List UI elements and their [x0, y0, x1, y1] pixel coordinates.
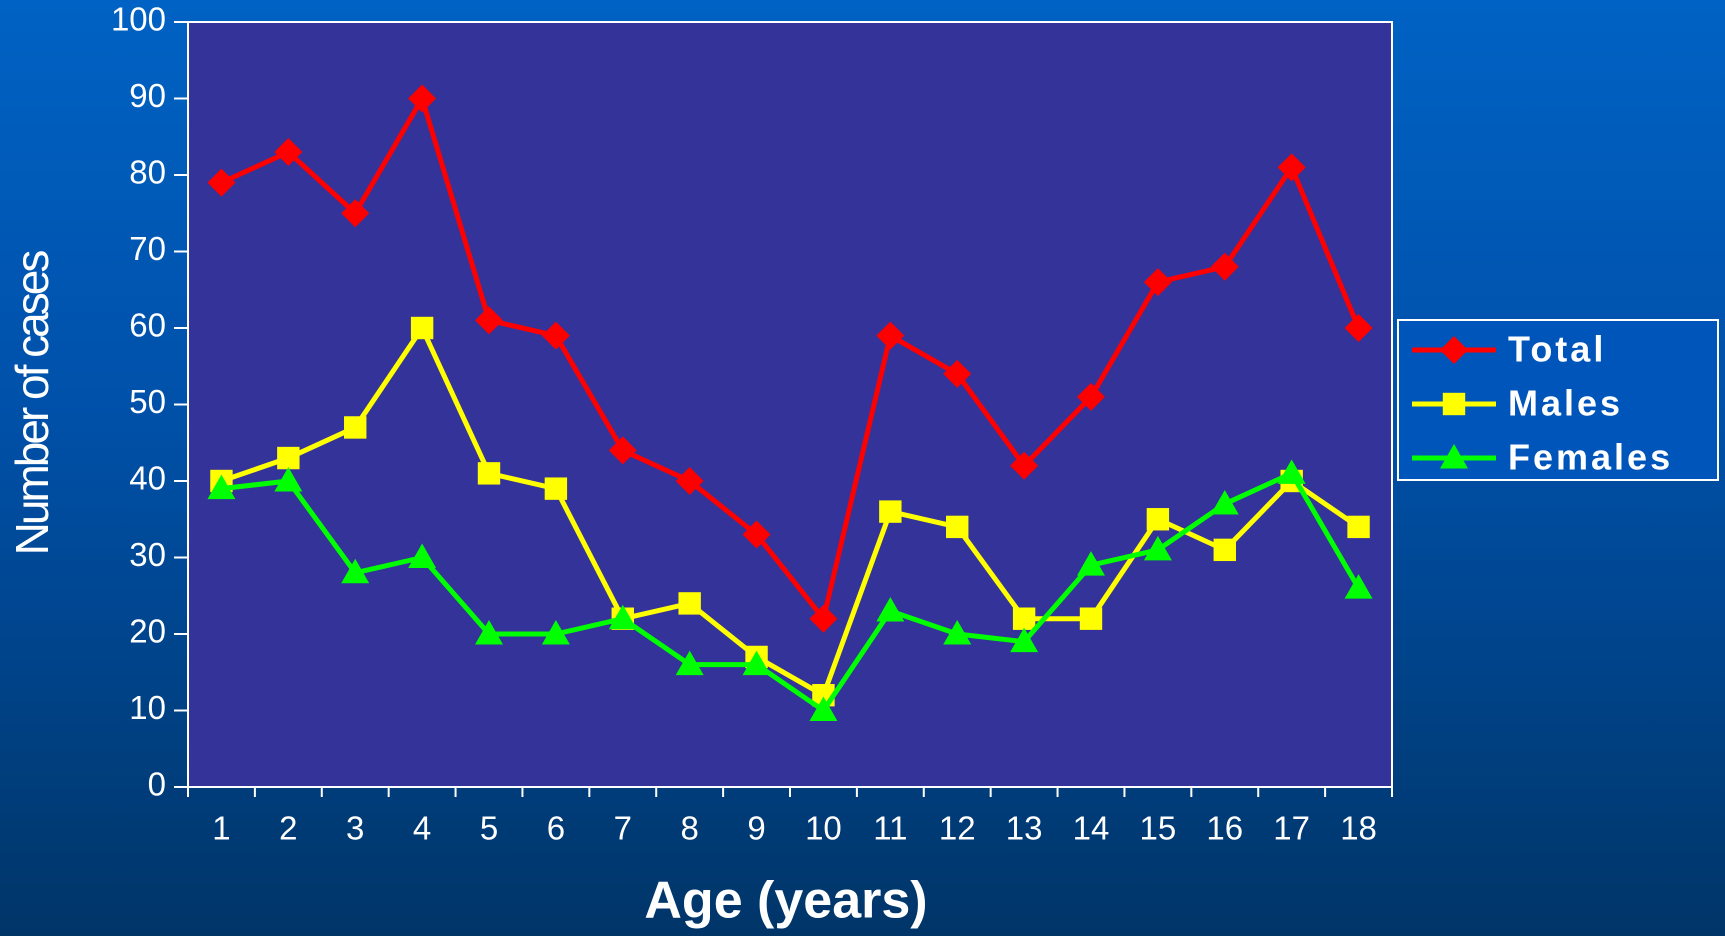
marker [544, 477, 568, 500]
x-tick-label: 2 [279, 810, 297, 847]
marker [1143, 268, 1172, 297]
marker [1077, 551, 1105, 576]
y-tick-label: 60 [129, 307, 166, 344]
marker [1210, 252, 1239, 281]
marker [207, 474, 236, 500]
y-tick-label: 90 [129, 77, 166, 114]
marker [475, 306, 503, 335]
y-tick-label: 10 [129, 689, 166, 726]
marker [675, 467, 704, 495]
marker [1210, 489, 1239, 515]
marker [408, 543, 437, 568]
x-tick-label: 15 [1140, 810, 1177, 847]
marker [1442, 392, 1466, 416]
series-line [221, 470, 1361, 713]
x-tick-label: 17 [1273, 810, 1310, 847]
marker [1077, 382, 1105, 411]
marker [742, 650, 771, 676]
marker [1347, 515, 1370, 539]
marker [876, 321, 905, 350]
marker [277, 446, 300, 470]
y-tick-label: 20 [129, 613, 166, 650]
marker [541, 321, 570, 350]
y-tick-label: 0 [148, 766, 166, 803]
legend-label: Females [1508, 437, 1673, 478]
marker [1277, 459, 1306, 484]
x-tick-label: 6 [547, 810, 565, 847]
marker [608, 436, 637, 465]
plot-area [187, 21, 1393, 788]
marker [1277, 153, 1306, 182]
marker [879, 500, 902, 523]
x-axis-label: Age (years) [644, 872, 927, 930]
x-tick-label: 5 [480, 810, 498, 847]
x-tick-label: 10 [805, 810, 842, 847]
marker [477, 462, 501, 485]
x-tick-label: 8 [680, 810, 698, 847]
x-tick-label: 7 [614, 810, 632, 847]
marker [274, 467, 303, 492]
marker [678, 592, 701, 615]
marker [344, 416, 367, 439]
marker [410, 316, 434, 340]
x-tick-label: 11 [873, 810, 907, 847]
marker [876, 597, 905, 622]
x-tick-label: 12 [939, 810, 976, 847]
marker [675, 650, 704, 676]
marker [1079, 607, 1103, 630]
x-tick-label: 13 [1006, 810, 1043, 847]
x-tick-label: 16 [1206, 810, 1243, 847]
marker [1213, 538, 1236, 562]
marker [608, 604, 637, 630]
legend-label: Total [1508, 329, 1606, 370]
marker [1344, 574, 1373, 599]
marker [274, 138, 303, 167]
marker [1010, 451, 1039, 480]
y-tick-label: 80 [129, 154, 166, 191]
x-tick-label: 9 [747, 810, 765, 847]
y-tick-label: 40 [129, 460, 166, 497]
y-axis-label: Number of cases [6, 251, 58, 556]
marker [809, 604, 838, 633]
x-tick-label: 1 [212, 810, 230, 847]
marker [408, 84, 437, 113]
marker [541, 620, 570, 645]
marker [341, 199, 370, 228]
marker [809, 696, 838, 721]
marker [1440, 444, 1468, 469]
marker [943, 359, 972, 388]
marker [1440, 336, 1468, 364]
marker [341, 558, 370, 584]
x-tick-label: 3 [346, 810, 364, 847]
marker [742, 520, 771, 549]
marker [207, 168, 236, 197]
x-tick-label: 18 [1340, 810, 1377, 847]
marker [1012, 607, 1036, 630]
y-tick-label: 70 [129, 230, 166, 267]
marker [475, 620, 503, 645]
y-tick-label: 50 [129, 383, 166, 420]
y-tick-label: 100 [111, 1, 166, 38]
marker [1344, 314, 1373, 342]
marker [943, 620, 972, 645]
x-tick-label: 14 [1073, 810, 1110, 847]
x-tick-label: 4 [413, 810, 431, 847]
marker [1010, 627, 1039, 653]
legend-label: Males [1508, 383, 1623, 424]
y-tick-label: 30 [129, 536, 166, 573]
marker [1146, 508, 1170, 531]
marker [946, 515, 969, 539]
marker [1143, 535, 1172, 561]
